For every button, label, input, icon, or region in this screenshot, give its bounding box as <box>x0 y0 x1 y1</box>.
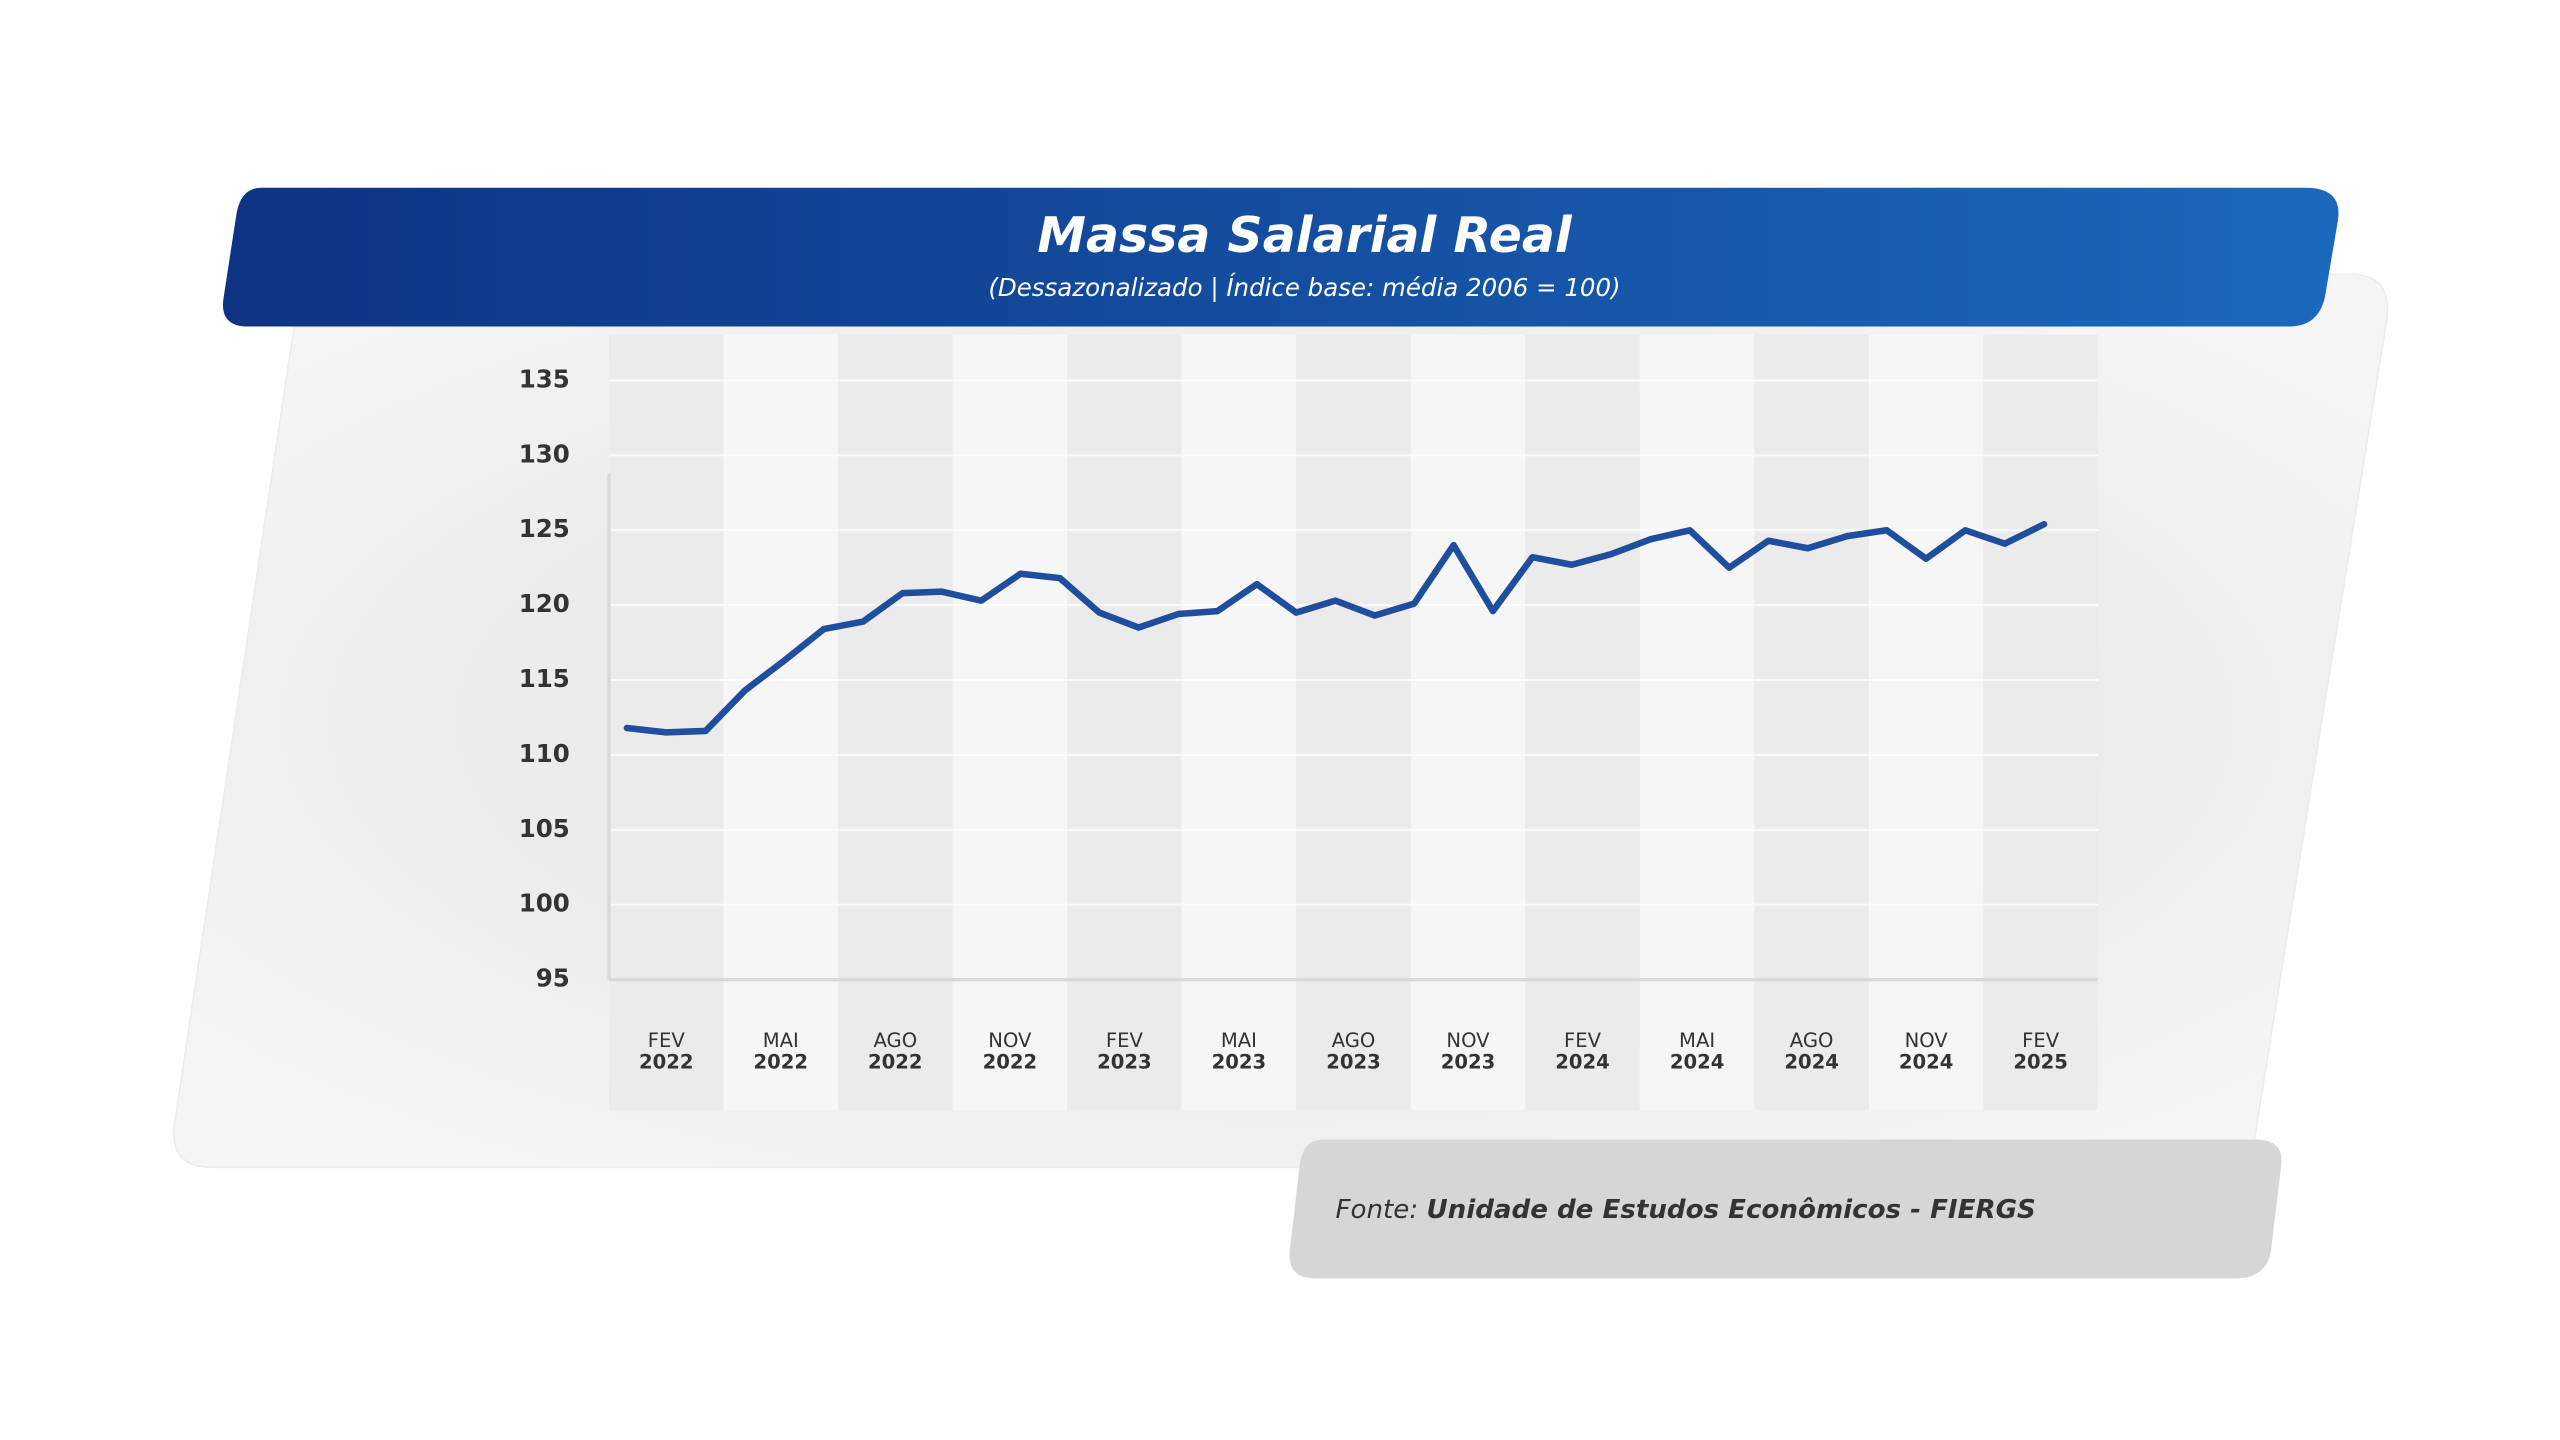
x-tick-month: FEV <box>648 1029 686 1052</box>
source-text: Unidade de Estudos Econômicos - FIERGS <box>1426 1194 2035 1224</box>
x-tick-year: 2024 <box>1784 1050 1839 1073</box>
y-tick-label: 125 <box>519 514 570 543</box>
band <box>1296 334 1411 1111</box>
source-box <box>1289 1139 2282 1279</box>
x-tick-month: AGO <box>1790 1029 1834 1052</box>
band <box>1639 334 1755 1111</box>
y-tick-label: 100 <box>519 889 570 918</box>
band <box>608 334 724 1111</box>
y-tick-label: 105 <box>519 814 570 843</box>
x-tick-month: NOV <box>988 1029 1032 1052</box>
x-tick-year: 2023 <box>1212 1050 1267 1073</box>
chart-title: Massa Salarial Real <box>1037 207 1573 264</box>
line <box>623 520 2048 736</box>
x-tick-year: 2023 <box>1441 1050 1496 1073</box>
x-tick-month: AGO <box>1332 1029 1376 1052</box>
y-tick-label: 95 <box>536 964 570 993</box>
y-tick-label: 135 <box>519 364 570 393</box>
source: Fonte: Unidade de Estudos Econômicos - F… <box>1336 1194 2036 1224</box>
band <box>1983 334 2098 1111</box>
x-tick-month: FEV <box>1564 1029 1602 1052</box>
x-tick-year: 2023 <box>1326 1050 1381 1073</box>
x-tick-year: 2022 <box>868 1050 923 1073</box>
x-tick-year: 2022 <box>639 1050 694 1073</box>
header-banner <box>222 187 2339 327</box>
x-tick-year: 2022 <box>754 1050 809 1073</box>
band <box>1754 334 1869 1111</box>
x-tick-month: FEV <box>1106 1029 1144 1052</box>
x-tick-month: AGO <box>874 1029 918 1052</box>
x-tick-month: NOV <box>1905 1029 1949 1052</box>
x-tick-month: FEV <box>2022 1029 2060 1052</box>
x-tick-year: 2024 <box>1899 1050 1954 1073</box>
y-tick-label: 120 <box>519 589 570 618</box>
x-tick-month: MAI <box>1679 1029 1715 1052</box>
x-tick-year: 2025 <box>2013 1050 2068 1073</box>
band <box>1067 334 1182 1111</box>
x-tick-month: MAI <box>763 1029 799 1052</box>
band <box>1868 334 1984 1111</box>
band <box>1525 334 1640 1111</box>
x-tick-month: NOV <box>1446 1029 1490 1052</box>
band <box>838 334 953 1111</box>
y-tick-label: 110 <box>519 739 570 768</box>
band <box>723 334 839 1111</box>
x-tick-year: 2023 <box>1097 1050 1152 1073</box>
x-tick-month: MAI <box>1221 1029 1257 1052</box>
y-tick-label: 115 <box>519 664 570 693</box>
chart-subtitle: (Dessazonalizado | Índice base: média 20… <box>988 273 1620 302</box>
band <box>1181 334 1297 1111</box>
x-tick-year: 2022 <box>983 1050 1037 1073</box>
y-tick-label: 130 <box>519 439 570 468</box>
x-tick-year: 2024 <box>1670 1050 1725 1073</box>
x-tick-year: 2024 <box>1555 1050 1609 1073</box>
source-prefix: Fonte: <box>1336 1194 1419 1224</box>
band <box>1410 334 1526 1111</box>
band <box>952 334 1068 1111</box>
